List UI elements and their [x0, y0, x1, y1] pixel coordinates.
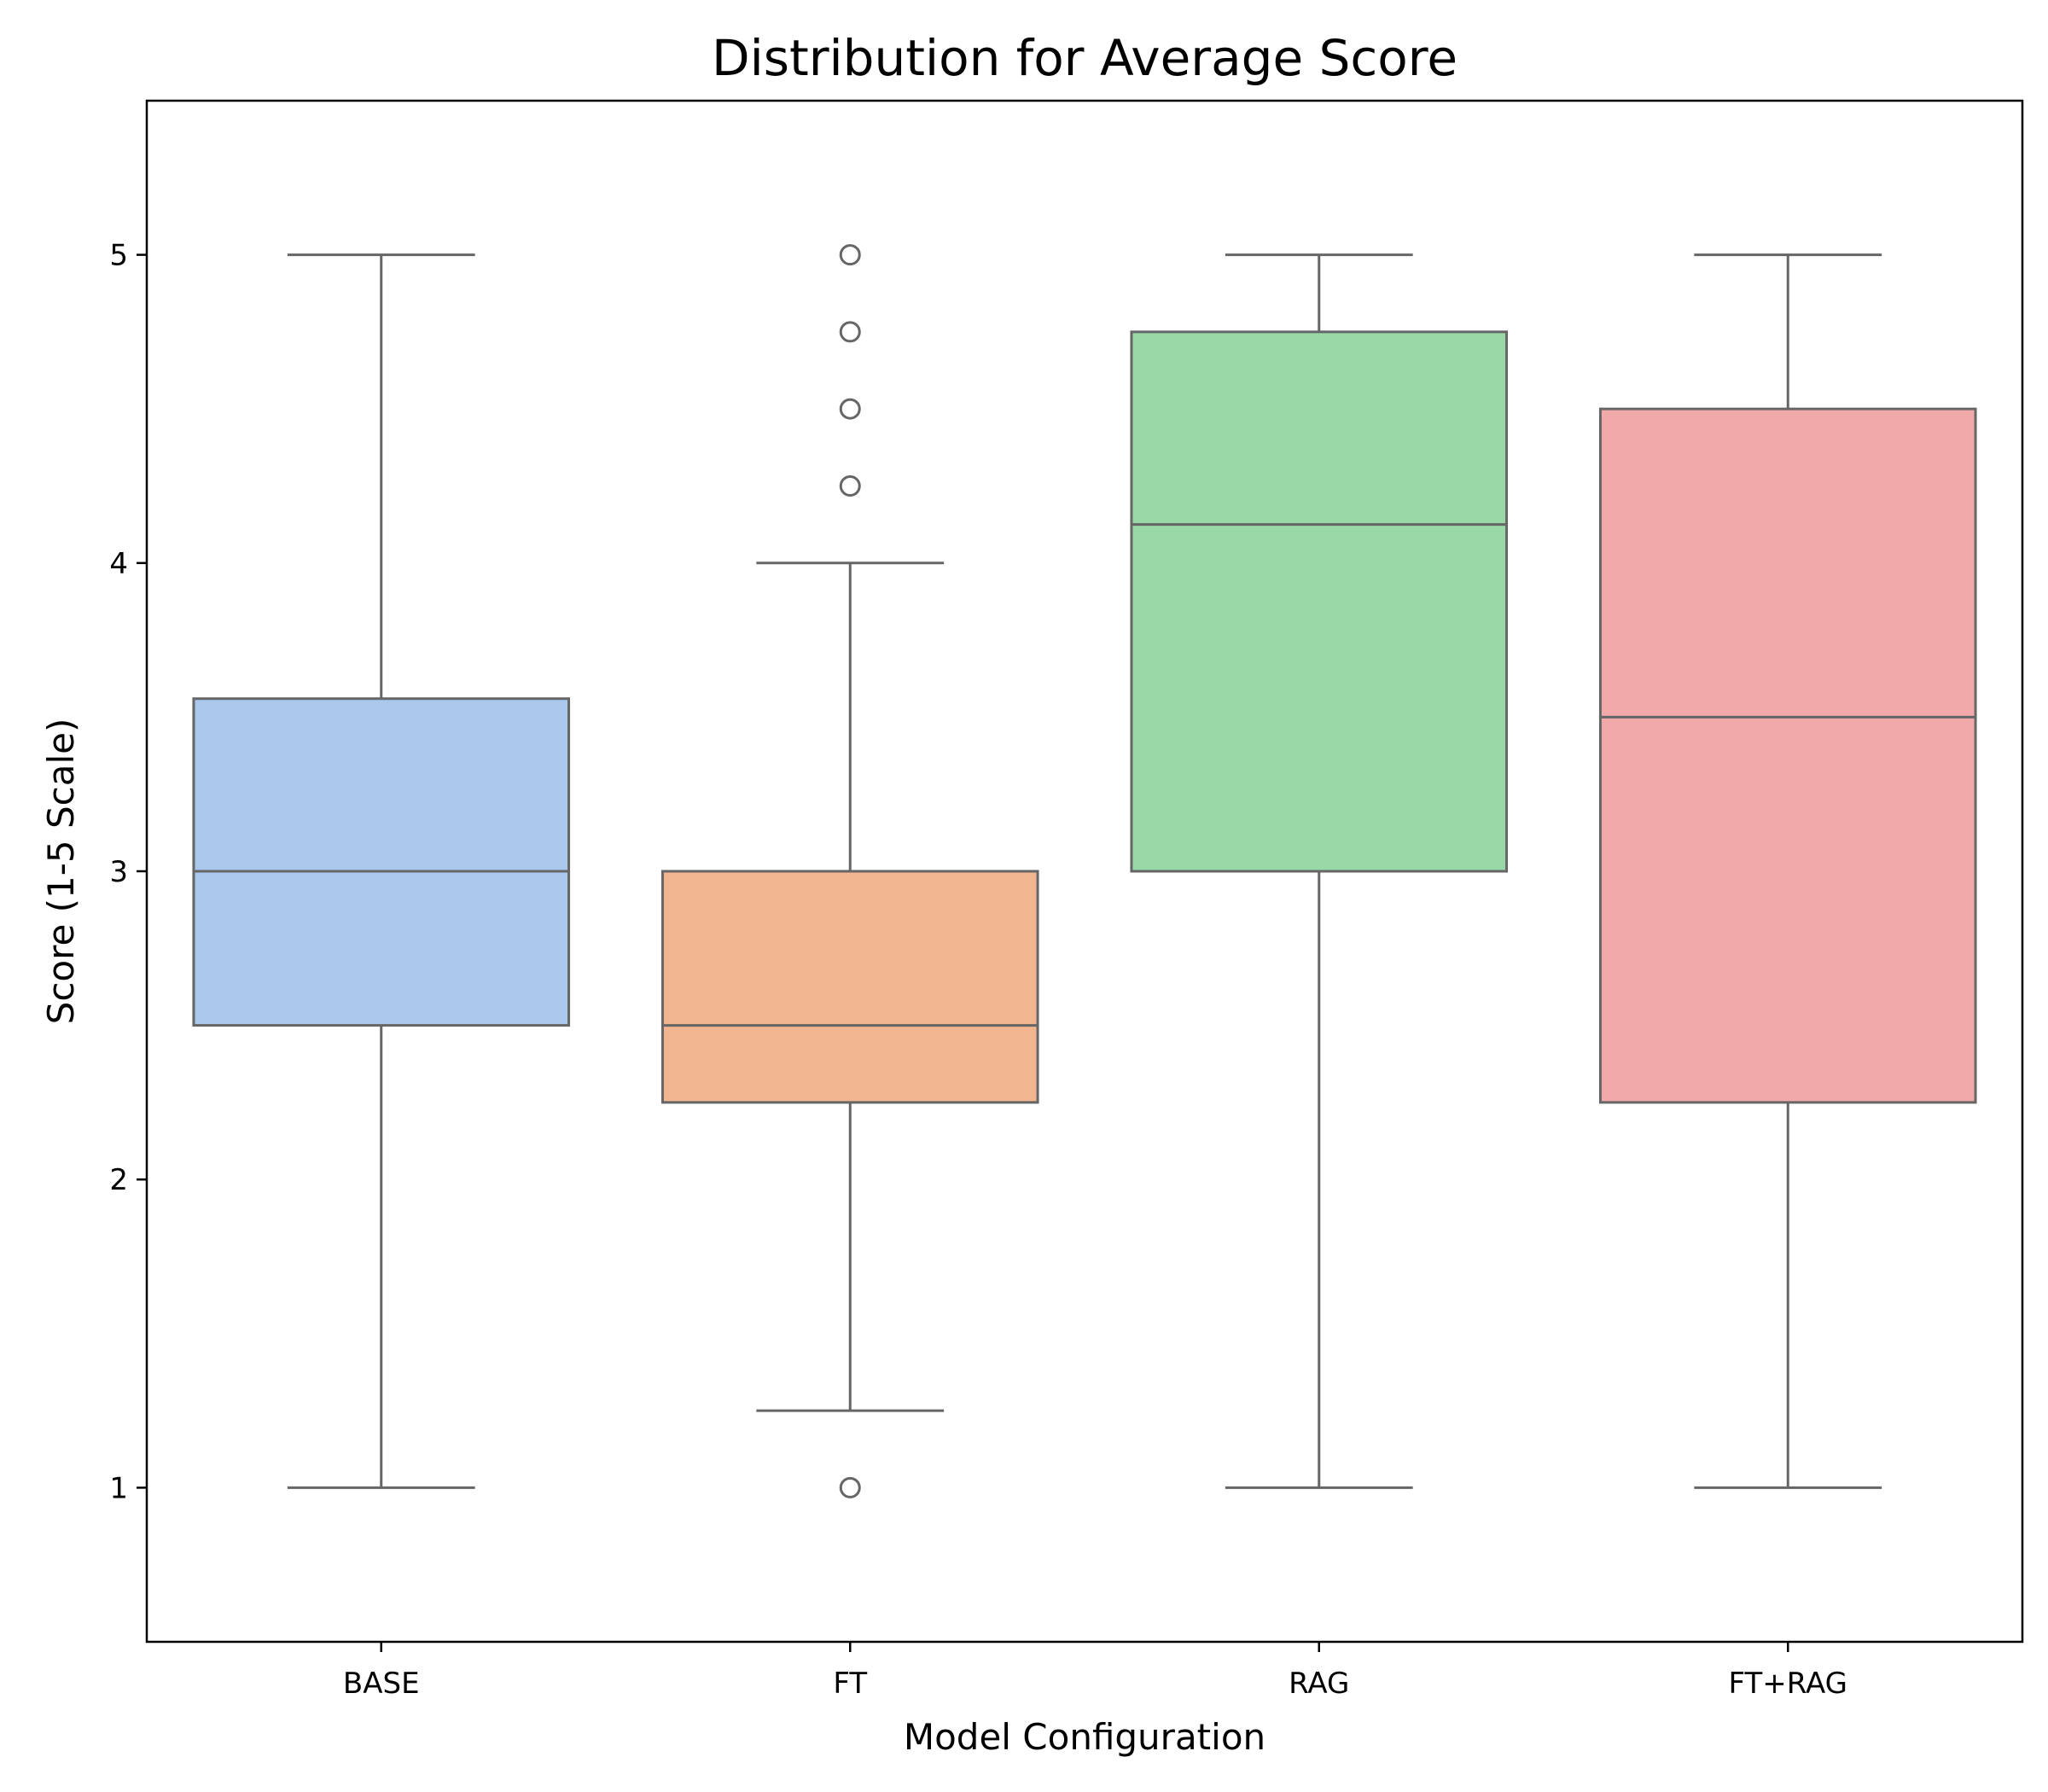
- box-iqr: [660, 870, 1039, 1104]
- outlier-point: [839, 475, 861, 497]
- x-tick-label: RAG: [1289, 1667, 1349, 1701]
- box-group-rag: [1130, 253, 1509, 1489]
- box-group-ft: [660, 244, 1039, 1498]
- x-tick-label: FT+RAG: [1729, 1667, 1847, 1701]
- chart-title: Distribution for Average Score: [712, 29, 1457, 87]
- y-tick-label: 3: [109, 855, 128, 889]
- y-tick-label: 5: [109, 239, 128, 273]
- outlier-point: [839, 1476, 861, 1498]
- x-tick-label: BASE: [343, 1667, 420, 1701]
- y-tick-label: 2: [109, 1163, 128, 1197]
- box-iqr: [1598, 407, 1977, 1104]
- x-tick-label: FT: [833, 1667, 867, 1701]
- outlier-point: [839, 244, 861, 266]
- x-axis-label: Model Configuration: [904, 1716, 1265, 1758]
- outlier-point: [839, 321, 861, 343]
- box-iqr: [192, 697, 571, 1027]
- y-axis-label: Score (1-5 Scale): [40, 719, 82, 1025]
- axes: 1 2 3 4 5 BASE FT RAG FT+RAG: [109, 239, 1847, 1701]
- box-group-base: [192, 253, 571, 1489]
- y-tick-label: 4: [109, 547, 128, 581]
- plot-area: [192, 244, 1977, 1498]
- box-group-ft-rag: [1598, 253, 1977, 1489]
- outlier-point: [839, 398, 861, 420]
- y-tick-label: 1: [109, 1471, 128, 1505]
- box-iqr: [1130, 330, 1509, 873]
